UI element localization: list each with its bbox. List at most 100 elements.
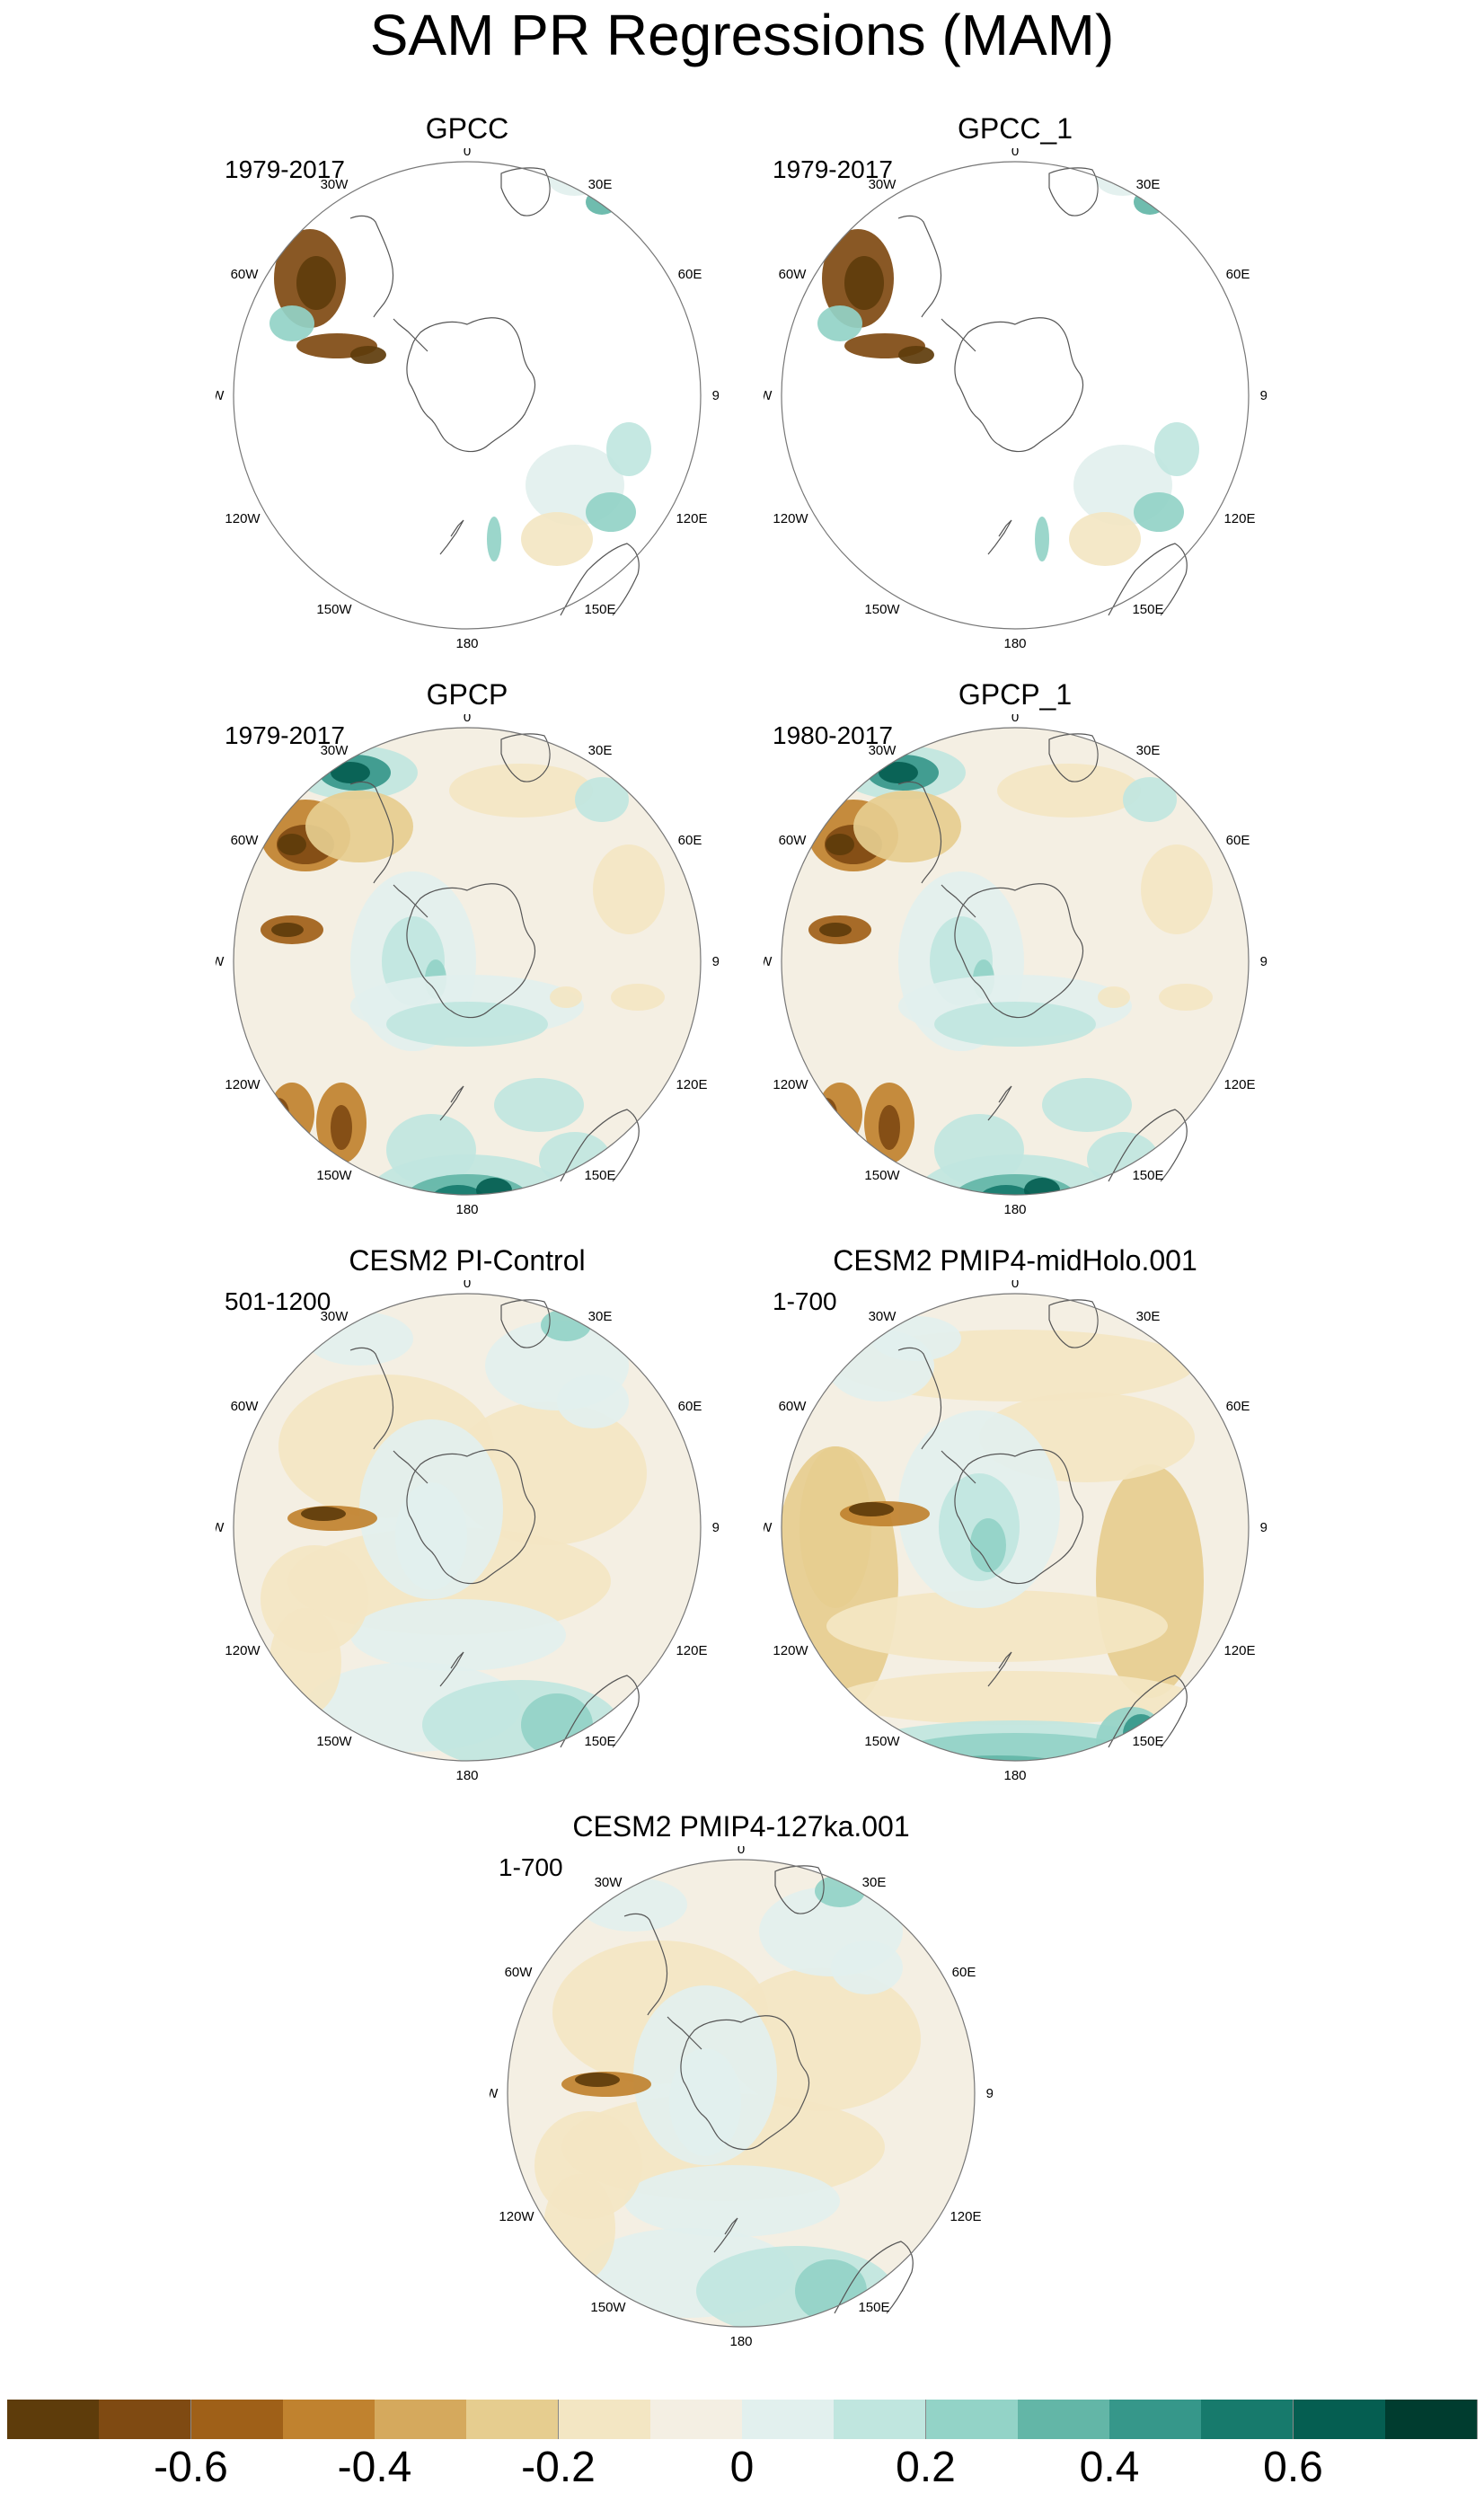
longitude-label: 0 — [464, 1280, 471, 1291]
antarctic-peninsula — [941, 1450, 976, 1484]
precip-anomaly-patch — [979, 1185, 1033, 1195]
precip-anomaly-patch — [521, 1693, 593, 1756]
colorbar-swatch — [466, 2400, 560, 2439]
antarctica-coastline — [954, 1449, 1084, 1585]
africa-coast — [500, 1299, 551, 1348]
antarctic-peninsula — [941, 318, 976, 352]
south-america-coast — [349, 1347, 394, 1450]
longitude-label: 90W — [490, 2086, 499, 2101]
precip-anomaly-patch — [386, 1002, 548, 1047]
longitude-labels: 0 30E 60E 90E 120E 150E 180 150W 120W 90W 60W 30W — [216, 1280, 719, 1783]
map-boundary — [233, 727, 702, 1196]
map-panel-4: GPCP_1 1980-2017 0 30E 60E 90E 120E 150E 180 15… — [764, 678, 1267, 1226]
precip-anomaly-patch — [476, 1178, 512, 1195]
precip-anomaly-patch — [997, 764, 1141, 818]
longitude-labels: 0 30E 60E 90E 120E 150E 180 150W 120W 90W 60W 30W — [764, 148, 1267, 651]
longitude-label: 0 — [464, 148, 471, 159]
precip-anomaly-patch — [350, 346, 386, 364]
longitude-label: 180 — [1003, 1768, 1026, 1783]
longitude-label: 30E — [1136, 743, 1161, 758]
longitude-labels: 0 30E 60E 90E 120E 150E 180 150W 120W 90W 60W 30W — [764, 1280, 1267, 1783]
colorbar-swatch — [7, 2400, 100, 2439]
longitude-label: 90E — [1260, 1520, 1267, 1535]
coastlines — [349, 733, 640, 1182]
panel-period: 501-1200 — [225, 1287, 331, 1315]
panel-title: GPCC — [425, 112, 509, 145]
longitude-label: 150E — [584, 1734, 615, 1749]
longitude-label: 150E — [858, 2300, 889, 2315]
precip-anomaly-patch — [575, 777, 629, 822]
precip-anomaly-patch — [1098, 986, 1130, 1008]
precip-anomaly-patch — [1141, 844, 1213, 934]
longitude-label: 90W — [216, 1520, 225, 1535]
map-panel-6: CESM2 PMIP4-midHolo.001 1-700 0 30E 60E 90E… — [764, 1244, 1267, 1792]
new-zealand-coast — [439, 519, 464, 555]
longitude-label: 120E — [676, 1077, 707, 1092]
longitude-label: 60E — [1226, 267, 1250, 282]
antarctic-peninsula — [393, 884, 428, 918]
precip-anomaly-patch — [586, 492, 636, 532]
precip-anomaly-patch — [816, 1098, 837, 1130]
longitude-label: 60E — [678, 833, 702, 848]
australia-coast — [560, 1675, 640, 1748]
precip-anomaly-patch — [795, 2259, 867, 2322]
longitude-label: 60E — [678, 1399, 702, 1414]
precip-anomaly-patch — [449, 764, 593, 818]
precip-anomaly-patch — [271, 923, 304, 937]
colorbar-swatch — [99, 2400, 192, 2439]
polar-map: 0 30E 60E 90E 120E 150E 180 150W 120W 90W 60W 30W — [490, 1846, 993, 2349]
precip-anomaly-patch — [817, 1083, 862, 1145]
precip-anomaly-patch — [331, 1105, 352, 1150]
precip-anomaly-patch — [593, 844, 665, 934]
new-zealand-coast — [439, 1651, 464, 1687]
panel-period: 1979-2017 — [225, 721, 345, 749]
longitude-label: 90E — [712, 388, 719, 403]
precip-anomaly-patch — [268, 1098, 289, 1130]
antarctica-coastline — [954, 883, 1084, 1019]
colorbar-swatch — [190, 2400, 284, 2439]
precip-anomaly-patch — [278, 834, 306, 855]
longitude-labels: 0 30E 60E 90E 120E 150E 180 150W 120W 90W 60W 30W — [764, 714, 1267, 1217]
precip-anomaly-patch — [269, 1608, 341, 1716]
longitude-label: 60W — [231, 1399, 260, 1414]
precip-anomaly-patch — [624, 2165, 840, 2237]
longitude-label: 30W — [869, 1309, 897, 1324]
longitude-label: 120W — [225, 1077, 261, 1092]
panel-title: CESM2 PMIP4-127ka.001 — [572, 1810, 910, 1843]
colorbar-swatch — [375, 2400, 467, 2439]
longitude-label: 180 — [729, 2334, 752, 2349]
polar-map: 0 30E 60E 90E 120E 150E 180 150W 120W 90W 60W 30W — [216, 148, 719, 651]
panel-period: 1-700 — [499, 1853, 563, 1881]
longitude-label: 120E — [1223, 1643, 1255, 1658]
antarctic-peninsula — [393, 1450, 428, 1484]
longitude-label: 0 — [464, 714, 471, 725]
colorbar-tick-label: 0.2 — [896, 2444, 956, 2491]
longitude-label: 60W — [779, 1399, 808, 1414]
precip-anomaly-patch — [1159, 984, 1213, 1011]
antarctic-peninsula — [667, 2016, 702, 2050]
longitude-label: 120W — [773, 511, 808, 526]
map-boundary — [507, 1859, 976, 2328]
longitude-label: 60W — [779, 833, 808, 848]
precip-anomaly-patch — [844, 256, 884, 310]
precip-anomaly-patch — [817, 305, 862, 341]
precip-anomaly-patch — [1024, 1178, 1060, 1195]
precip-anomaly-patch — [835, 1671, 1195, 1725]
longitude-label: 180 — [455, 1768, 478, 1783]
longitude-label: 120E — [1223, 1077, 1255, 1092]
longitude-label: 30W — [869, 177, 897, 192]
precip-field — [234, 1294, 701, 1761]
longitude-label: 60W — [231, 267, 260, 282]
coastlines — [897, 733, 1188, 1182]
longitude-label: 120W — [225, 1643, 261, 1658]
precip-anomaly-patch — [1069, 512, 1141, 566]
longitude-label: 30E — [1136, 1309, 1161, 1324]
longitude-label: 120W — [225, 511, 261, 526]
panel-title: GPCP — [426, 678, 508, 711]
longitude-label: 120W — [773, 1643, 808, 1658]
panel-title: CESM2 PI-Control — [349, 1244, 586, 1277]
longitude-label: 60W — [505, 1965, 534, 1980]
longitude-label: 60E — [678, 267, 702, 282]
longitude-label: 150E — [1132, 1734, 1163, 1749]
precip-anomaly-patch — [521, 512, 593, 566]
